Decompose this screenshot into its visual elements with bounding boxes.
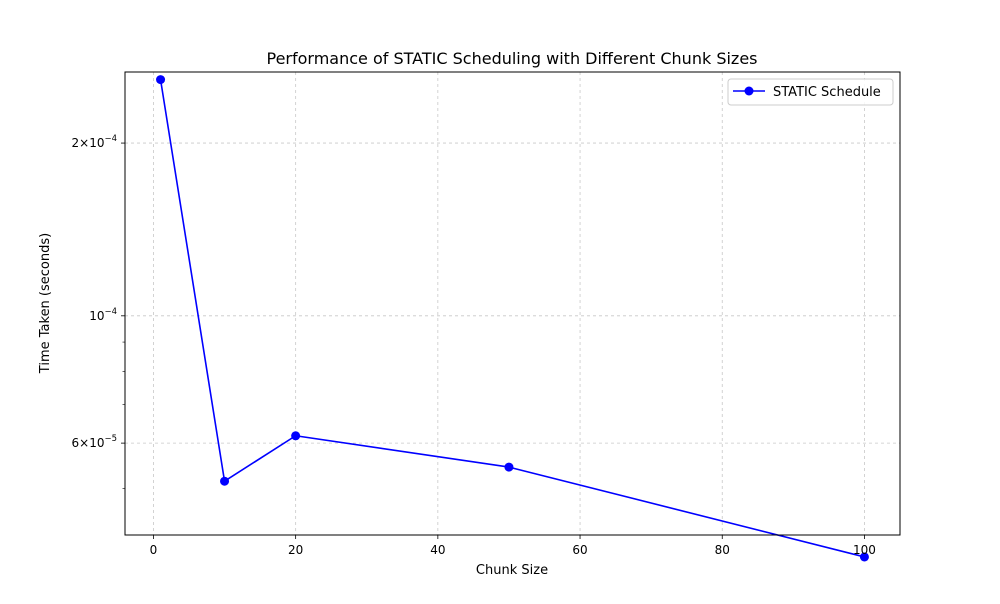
y-tick-label: 6×10−5 (72, 434, 118, 450)
data-point-marker (220, 476, 230, 486)
x-axis: 0 20 40 60 80 100 (150, 535, 876, 557)
y-tick-label: 10−4 (89, 307, 117, 323)
data-point-marker (291, 431, 301, 441)
x-tick-label: 80 (715, 543, 730, 557)
series-line (159, 79, 865, 558)
y-tick-label: 2×10−4 (72, 134, 118, 150)
x-tick-label: 20 (288, 543, 303, 557)
chart-title: Performance of STATIC Scheduling with Di… (267, 49, 758, 68)
legend-marker (744, 86, 754, 96)
plot-area-frame (124, 71, 901, 536)
legend-frame (727, 78, 894, 106)
x-axis-label: Chunk Size (476, 563, 548, 578)
legend: STATIC Schedule (727, 78, 894, 106)
legend-label: STATIC Schedule (773, 85, 881, 100)
x-tick-label: 100 (853, 543, 876, 557)
x-tick-label: 0 (150, 543, 158, 557)
y-axis-label: Time Taken (seconds) (38, 233, 53, 374)
data-point-marker (859, 552, 869, 562)
y-axis: 6×10−5 10−4 2×10−4 (72, 134, 125, 489)
series-layer (156, 75, 869, 562)
data-point-marker (504, 462, 514, 472)
x-tick-label: 40 (430, 543, 445, 557)
data-point-marker (156, 75, 166, 85)
grid-layer (125, 72, 900, 535)
x-tick-label: 60 (572, 543, 587, 557)
